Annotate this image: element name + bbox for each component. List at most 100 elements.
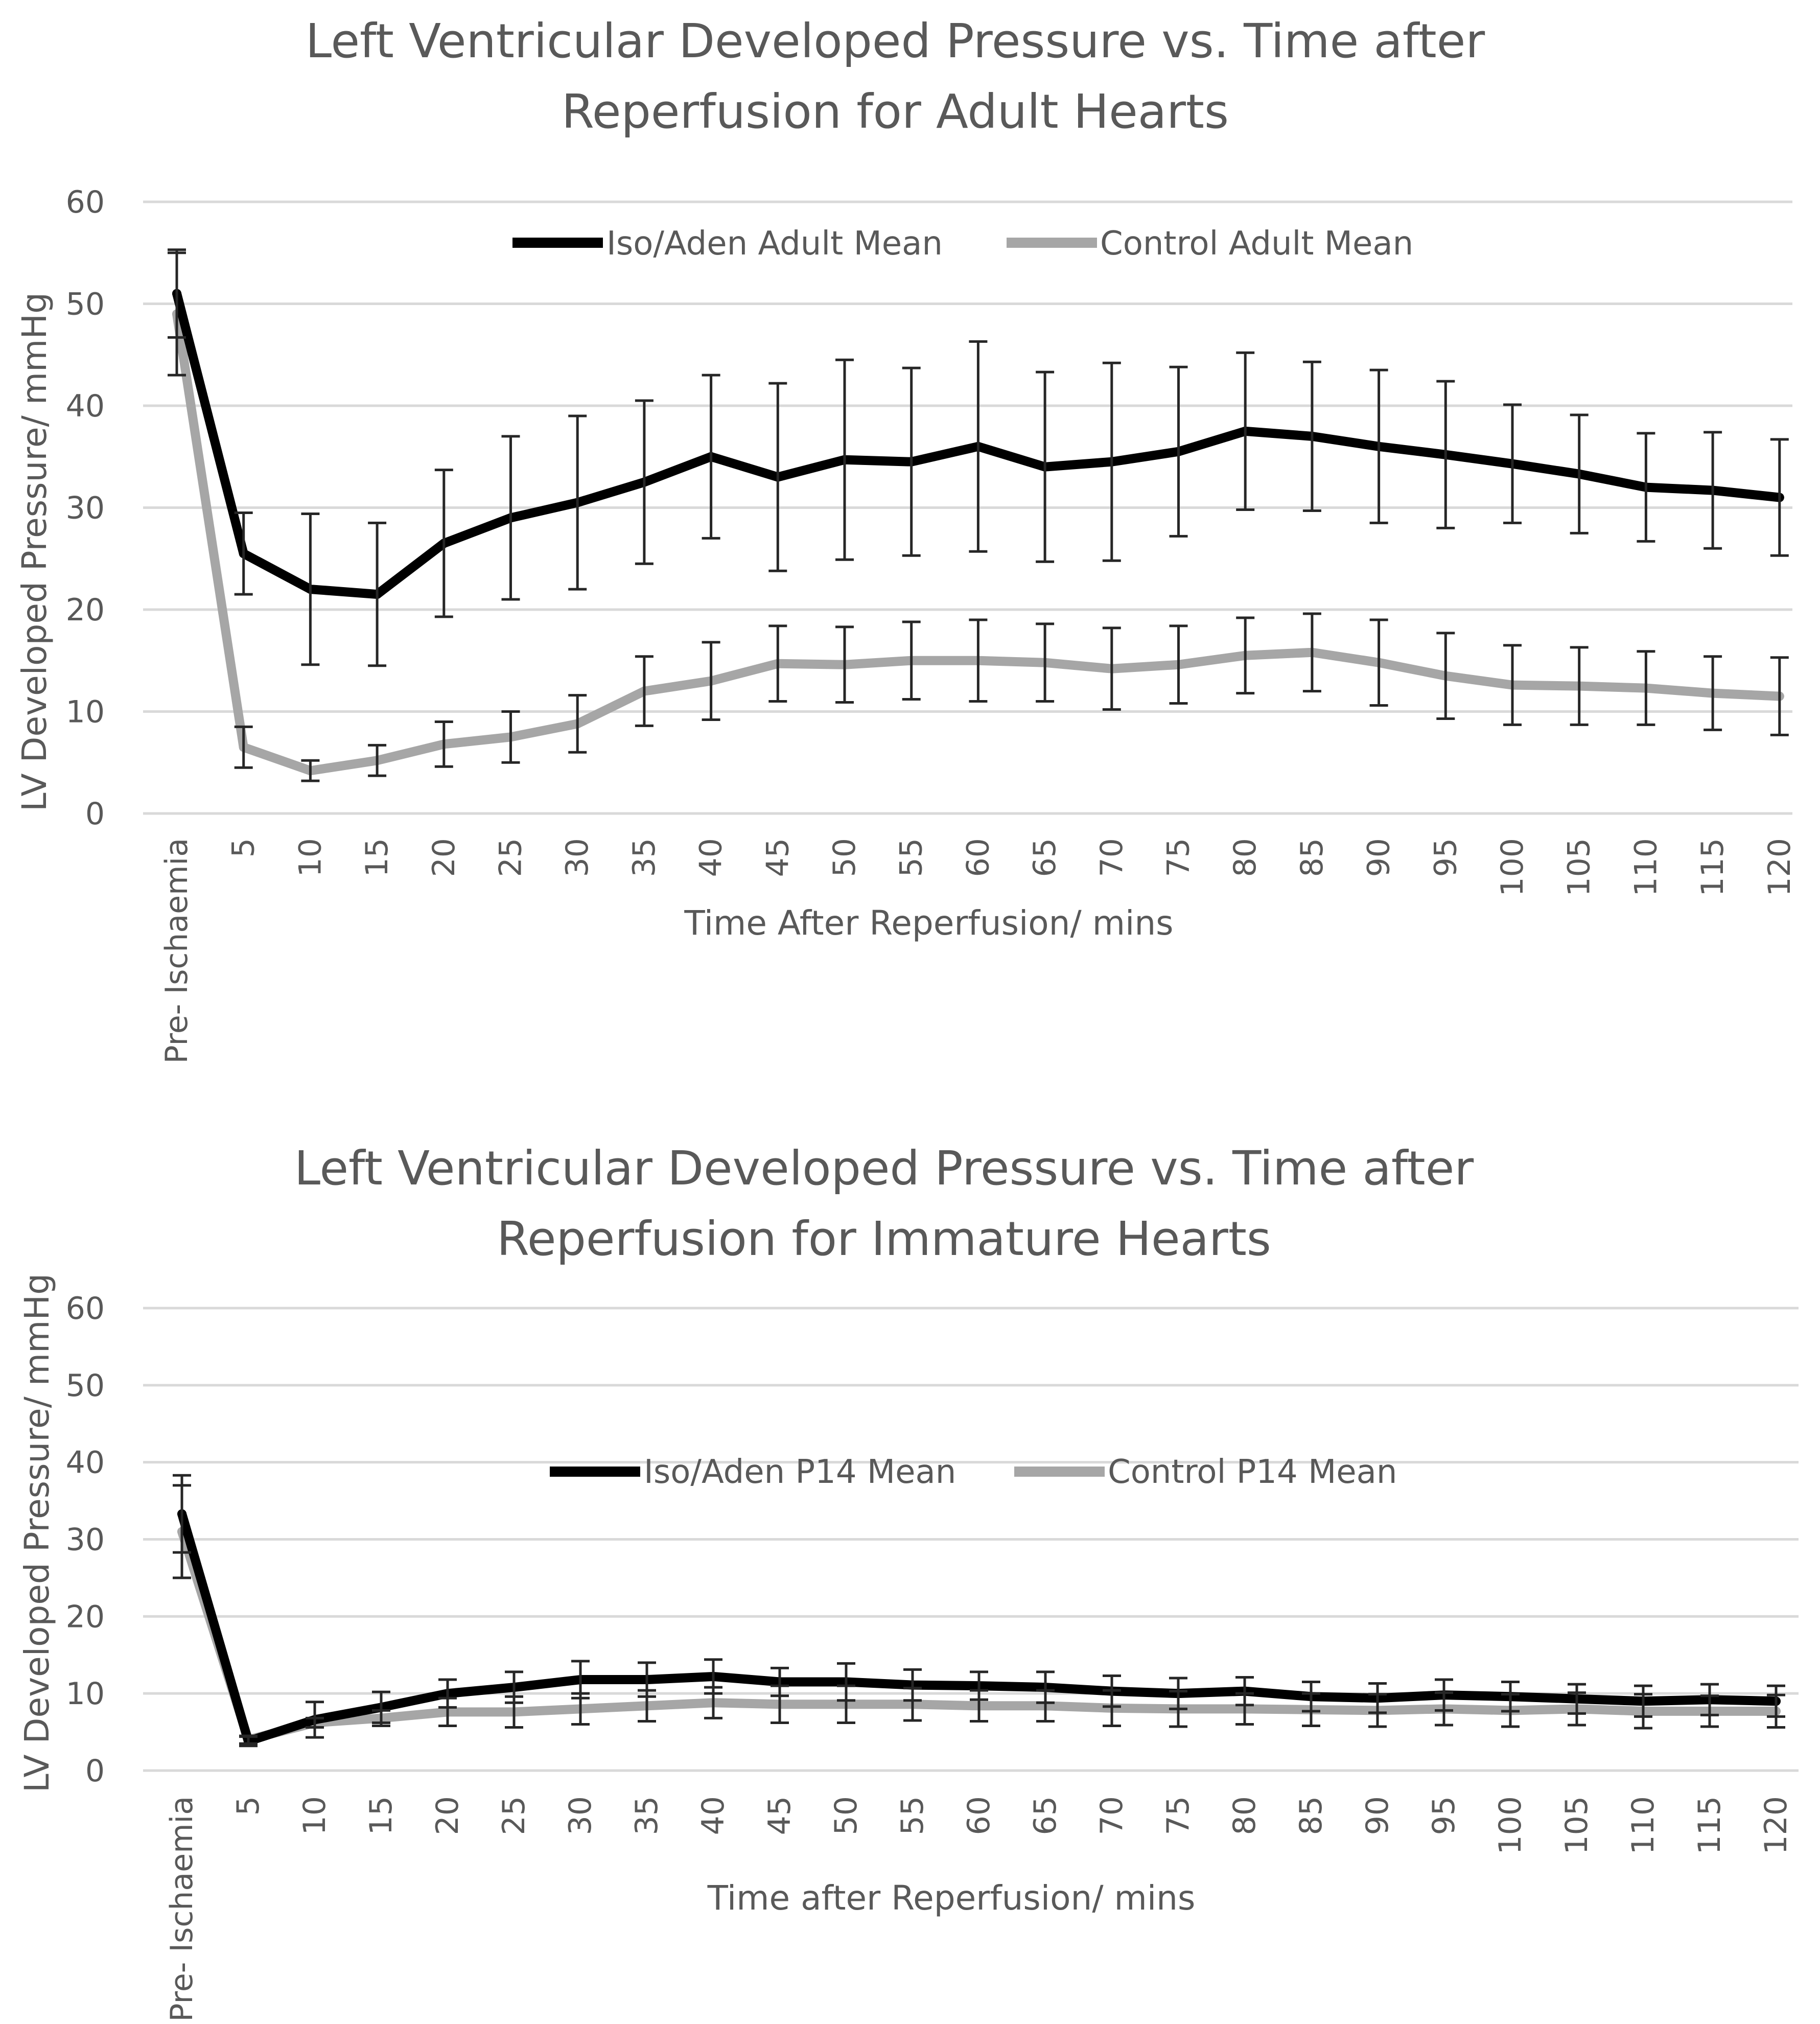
chart-title-line2: Reperfusion for Adult Hearts: [562, 84, 1229, 139]
error-bar-iso: [704, 1658, 722, 1695]
y-tick-label: 40: [66, 1445, 105, 1481]
error-bar-control: [768, 624, 787, 703]
error-bar-control: [1302, 612, 1321, 693]
x-tick-label: 80: [1227, 1796, 1263, 1835]
x-tick-labels: Pre- Ischaemia 5 10 15 20 25 30 35 40 45 50 55 60 65 7…: [159, 838, 1798, 1064]
error-bar-iso: [1634, 1684, 1652, 1718]
error-bar-iso: [1503, 403, 1522, 524]
error-bar-iso: [1102, 361, 1121, 562]
error-bar-control: [1369, 618, 1388, 707]
chart-immature: Left Ventricular Developed Pressure vs. …: [17, 1141, 1799, 2022]
x-tick-label: 70: [1094, 1796, 1130, 1835]
y-tick-labels: 0 10 20 30 40 50 60: [66, 1291, 105, 1789]
error-bar-iso: [1767, 1684, 1785, 1718]
error-bar-iso: [1368, 1682, 1387, 1714]
x-tick-label: 100: [1495, 838, 1530, 897]
error-bar-control: [1036, 622, 1055, 703]
x-tick-label: 95: [1428, 838, 1463, 877]
error-bar-iso: [505, 1670, 523, 1704]
error-bar-iso: [1570, 413, 1589, 534]
x-tick-label: 40: [695, 1796, 731, 1835]
x-tick-label: Pre- Ischaemia: [164, 1796, 200, 2022]
error-bar-iso: [168, 248, 186, 339]
x-tick-label: 30: [559, 838, 595, 877]
x-tick-label: 50: [827, 838, 862, 877]
error-bar-iso: [1103, 1674, 1121, 1708]
error-bar-iso: [501, 435, 520, 601]
y-tick-label: 60: [66, 184, 105, 220]
x-tick-label: 20: [426, 838, 462, 877]
error-bar-control: [434, 720, 453, 768]
error-bar-control: [1704, 655, 1722, 731]
error-bar-iso: [768, 382, 787, 572]
x-tick-label: 85: [1294, 838, 1330, 877]
error-bar-iso: [1036, 1670, 1055, 1704]
error-bar-control: [1169, 624, 1188, 705]
x-tick-label: 120: [1762, 838, 1798, 897]
error-bar-iso: [1369, 368, 1388, 524]
x-tick-label: 75: [1160, 1796, 1196, 1835]
error-bar-control: [1236, 616, 1255, 695]
x-tick-label: 105: [1561, 838, 1597, 897]
error-bar-control: [234, 725, 253, 769]
y-tick-label: 10: [66, 1676, 105, 1712]
x-axis-title: Time after Reperfusion/ mins: [707, 1878, 1196, 1918]
error-bar-iso: [771, 1666, 789, 1697]
error-bar-iso: [434, 469, 453, 618]
x-tick-label: 85: [1293, 1796, 1329, 1835]
y-tick-label: 20: [66, 592, 105, 628]
x-tick-label: 115: [1695, 838, 1731, 897]
y-tick-label: 30: [66, 1522, 105, 1558]
x-tick-label: 90: [1361, 838, 1397, 877]
chart-adult: Left Ventricular Developed Pressure vs. …: [15, 14, 1798, 1064]
y-tick-label: 0: [85, 796, 105, 832]
legend-label-iso: Iso/Aden P14 Mean: [644, 1453, 956, 1491]
error-bar-control: [1503, 644, 1522, 726]
y-tick-label: 10: [66, 694, 105, 730]
x-tick-label: 115: [1692, 1796, 1728, 1855]
error-bar-iso: [1036, 370, 1055, 563]
error-bar-iso: [234, 511, 253, 596]
legend-label-control: Control P14 Mean: [1108, 1453, 1397, 1491]
error-bar-iso: [301, 512, 320, 666]
x-tick-label: 60: [961, 1796, 997, 1835]
error-bar-iso: [372, 1690, 390, 1724]
x-tick-label: 25: [496, 1796, 532, 1835]
x-tick-label: 35: [626, 838, 662, 877]
y-tick-label: 30: [66, 491, 105, 526]
y-tick-label: 20: [66, 1599, 105, 1635]
x-tick-label: 45: [760, 838, 796, 877]
error-bar-iso: [970, 1670, 988, 1701]
x-tick-label: 65: [1027, 838, 1063, 877]
x-tick-label: 65: [1028, 1796, 1063, 1835]
y-axis-title: LV Developed Pressure/ mmHg: [15, 292, 54, 811]
error-bar-iso: [571, 1660, 590, 1700]
x-tick-label: 50: [828, 1796, 864, 1835]
error-bar-control: [635, 655, 654, 727]
error-bar-iso: [638, 1661, 656, 1698]
error-bar-iso: [702, 374, 720, 540]
y-tick-label: 0: [85, 1753, 105, 1789]
legend: Iso/Aden Adult Mean Control Adult Mean: [512, 225, 1413, 263]
error-bar-iso: [1436, 380, 1455, 529]
error-bar-iso: [173, 1474, 191, 1554]
x-tick-label: 15: [363, 1796, 399, 1835]
x-tick-label: 120: [1758, 1796, 1794, 1855]
x-axis-title: Time After Reperfusion/ mins: [684, 903, 1173, 943]
error-bar-control: [702, 641, 720, 721]
x-tick-label: 60: [960, 838, 996, 877]
error-bar-iso: [568, 414, 587, 591]
error-bar-iso: [969, 340, 988, 553]
y-tick-label: 50: [66, 287, 105, 322]
error-bar-iso: [1637, 432, 1655, 543]
error-bar-iso: [1770, 438, 1789, 557]
x-tick-label: 25: [493, 838, 529, 877]
error-bar-iso: [903, 1668, 922, 1702]
error-bar-control: [1570, 646, 1589, 726]
error-bar-iso: [1501, 1681, 1520, 1713]
error-bar-iso: [1236, 351, 1255, 511]
error-bar-control: [501, 710, 520, 764]
chart-title-line2: Reperfusion for Immature Hearts: [497, 1212, 1271, 1266]
x-tick-labels: Pre- Ischaemia 5 10 15 20 25 30 35 40 45 50 55 60 65 7…: [164, 1796, 1794, 2022]
x-tick-label: 55: [895, 1796, 930, 1835]
